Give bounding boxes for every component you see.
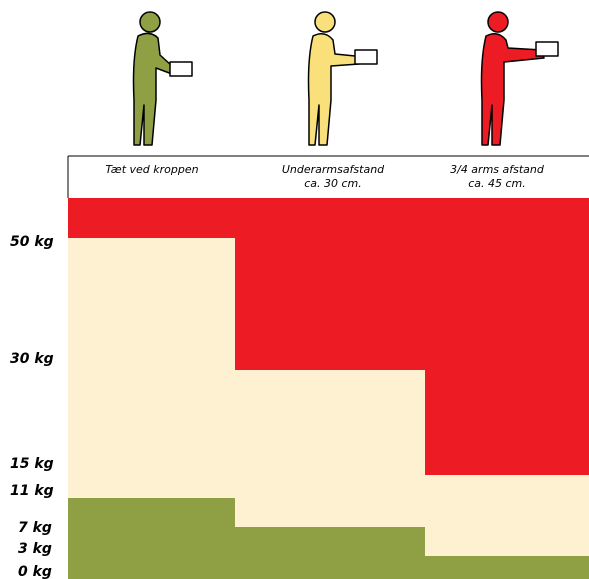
figure-arm: [482, 12, 559, 145]
green-zone: [425, 556, 589, 579]
column-header: ca. 45 cm.: [468, 177, 526, 190]
column-header: Underarmsafstand: [282, 163, 385, 176]
column-header: 3/4 arms afstand: [450, 163, 545, 176]
weight-label: 0 kg: [18, 564, 52, 579]
green-zone: [68, 498, 235, 579]
weight-label: 15 kg: [10, 456, 54, 472]
diagram: Tæt ved kroppen Underarmsafstand ca. 30 …: [0, 0, 589, 579]
page: {"columns":[{"header":["Tæt ved kroppen"…: [0, 0, 589, 579]
zones: [68, 198, 589, 579]
figure-close: [134, 12, 193, 145]
weight-label: 50 kg: [10, 234, 54, 250]
weight-labels: 50 kg 30 kg 15 kg 11 kg 7 kg 3 kg 0 kg: [10, 234, 54, 579]
weight-label: 30 kg: [10, 351, 54, 367]
column-header: ca. 30 cm.: [304, 177, 362, 190]
weight-label: 3 kg: [18, 541, 52, 557]
green-zone: [235, 527, 425, 579]
header-row: Tæt ved kroppen Underarmsafstand ca. 30 …: [68, 156, 589, 198]
weight-label: 11 kg: [10, 483, 54, 499]
figure-forearm: [309, 12, 378, 145]
column-header: Tæt ved kroppen: [105, 163, 198, 176]
weight-label: 7 kg: [18, 520, 52, 536]
figures: [134, 12, 559, 145]
